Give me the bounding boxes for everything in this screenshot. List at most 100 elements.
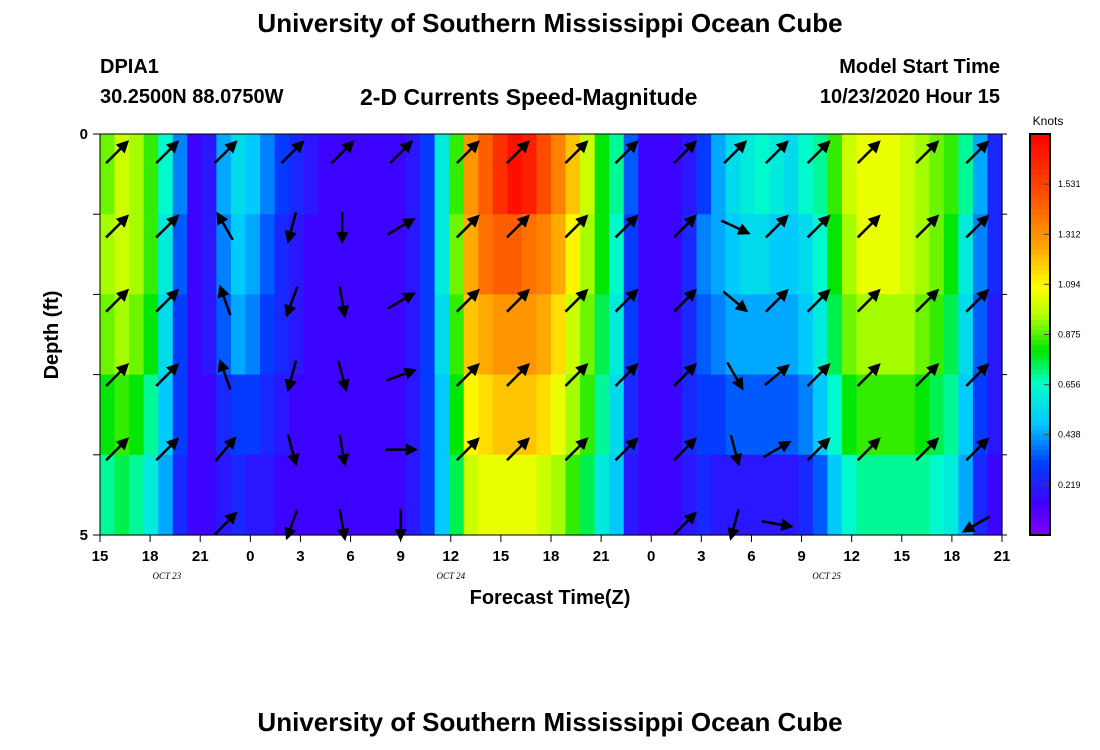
heatmap-cell — [929, 374, 945, 456]
heatmap-cell — [158, 454, 174, 536]
heatmap-cell — [740, 214, 756, 295]
heatmap-cell — [943, 454, 959, 536]
heatmap-cell — [114, 294, 130, 376]
heatmap-cell — [114, 134, 130, 215]
x-tick-label: 21 — [994, 548, 1011, 565]
colorbar-swatch — [1030, 489, 1050, 496]
current-arrow — [455, 214, 480, 239]
current-arrow — [761, 518, 794, 531]
heatmap-cell — [987, 134, 1003, 215]
heatmap-cell — [929, 134, 945, 215]
current-arrow — [506, 214, 530, 239]
heatmap-cell — [318, 134, 334, 215]
heatmap-cell — [405, 214, 421, 295]
heatmap-cell — [332, 374, 348, 456]
heatmap-cell — [551, 214, 567, 295]
heatmap-cell — [245, 294, 261, 376]
heatmap-cell — [841, 454, 858, 536]
colorbar-swatch — [1030, 484, 1050, 491]
heatmap-cell — [420, 214, 436, 295]
heatmap-cell — [580, 294, 596, 376]
heatmap-cell — [754, 374, 770, 456]
x-tick-label: 18 — [142, 548, 159, 565]
heatmap-cell — [347, 454, 363, 536]
heatmap-cell — [783, 134, 799, 215]
heatmap-cell — [987, 294, 1003, 376]
heatmap-cell — [638, 134, 654, 215]
heatmap-cell — [420, 294, 436, 376]
heatmap-cell — [972, 454, 989, 536]
heatmap-cell — [740, 294, 756, 376]
heatmap-cell — [260, 374, 276, 456]
colorbar-swatch — [1030, 374, 1050, 381]
heatmap-cell — [129, 294, 145, 376]
colorbar-swatch — [1030, 399, 1050, 406]
model-start-value: 10/23/2020 Hour 15 — [819, 86, 1000, 108]
heatmap-cell — [551, 374, 567, 456]
heatmap-cell — [143, 214, 159, 295]
heatmap-cell — [143, 134, 159, 215]
heatmap-cell — [274, 374, 290, 456]
heatmap-cell — [449, 134, 465, 215]
heatmap-cell — [711, 454, 727, 536]
colorbar-swatch — [1030, 524, 1050, 531]
heatmap-cell — [332, 214, 348, 295]
current-arrow — [806, 288, 831, 313]
heatmap-cell — [434, 374, 450, 456]
heatmap-cell — [667, 214, 683, 295]
current-arrow — [280, 140, 305, 165]
heatmap-cell — [172, 134, 188, 215]
heatmap-cell — [434, 214, 450, 295]
heatmap-cell — [347, 134, 363, 215]
heatmap-cell — [405, 454, 421, 536]
colorbar-swatch — [1030, 444, 1050, 451]
heatmap-cell — [390, 374, 407, 456]
heatmap-cell — [507, 294, 523, 376]
heatmap-cell — [798, 214, 814, 295]
heatmap-cell — [885, 454, 901, 536]
current-arrow — [915, 214, 940, 239]
heatmap-cell — [420, 374, 436, 456]
date-label: OCT 25 — [812, 571, 841, 581]
heatmap-cell — [260, 454, 276, 536]
colorbar-swatch — [1030, 439, 1050, 446]
heatmap-cell — [565, 454, 581, 536]
heatmap-cell — [885, 374, 901, 456]
colorbar-swatch — [1030, 329, 1050, 336]
current-arrow — [915, 288, 940, 313]
heatmap-cell — [507, 214, 523, 295]
heatmap-cell — [463, 374, 479, 456]
heatmap-cell — [187, 294, 203, 376]
heatmap-cell — [100, 454, 116, 536]
colorbar-swatch — [1030, 314, 1050, 321]
x-tick-label: 3 — [296, 548, 304, 565]
heatmap-cell — [958, 214, 974, 295]
heatmap-cell — [711, 374, 727, 456]
heatmap-cell — [667, 134, 683, 215]
heatmap-cell — [390, 294, 407, 376]
colorbar-unit-label: Knots — [1033, 114, 1064, 128]
colorbar-swatch — [1030, 174, 1050, 180]
heatmap-cell — [943, 214, 959, 295]
heatmap-cell — [361, 294, 378, 376]
heatmap-cell — [405, 294, 421, 376]
current-arrow — [105, 214, 130, 239]
heatmap-cell — [303, 374, 319, 456]
heatmap-cell — [158, 374, 174, 456]
heatmap-cell — [609, 454, 625, 536]
current-arrow — [673, 288, 698, 313]
heatmap-cell — [129, 214, 145, 295]
colorbar-swatch — [1030, 294, 1050, 301]
current-arrow — [961, 515, 991, 533]
colorbar-swatch — [1030, 494, 1050, 501]
heatmap-cell — [871, 214, 887, 295]
heatmap-cell — [129, 374, 145, 456]
heatmap-cell — [609, 134, 625, 215]
current-arrow — [155, 214, 180, 239]
heatmap-cell — [725, 374, 741, 456]
heatmap-cell — [841, 214, 858, 295]
heatmap-cell — [521, 454, 538, 536]
heatmap-cell — [696, 294, 712, 376]
heatmap-cell — [289, 454, 305, 536]
